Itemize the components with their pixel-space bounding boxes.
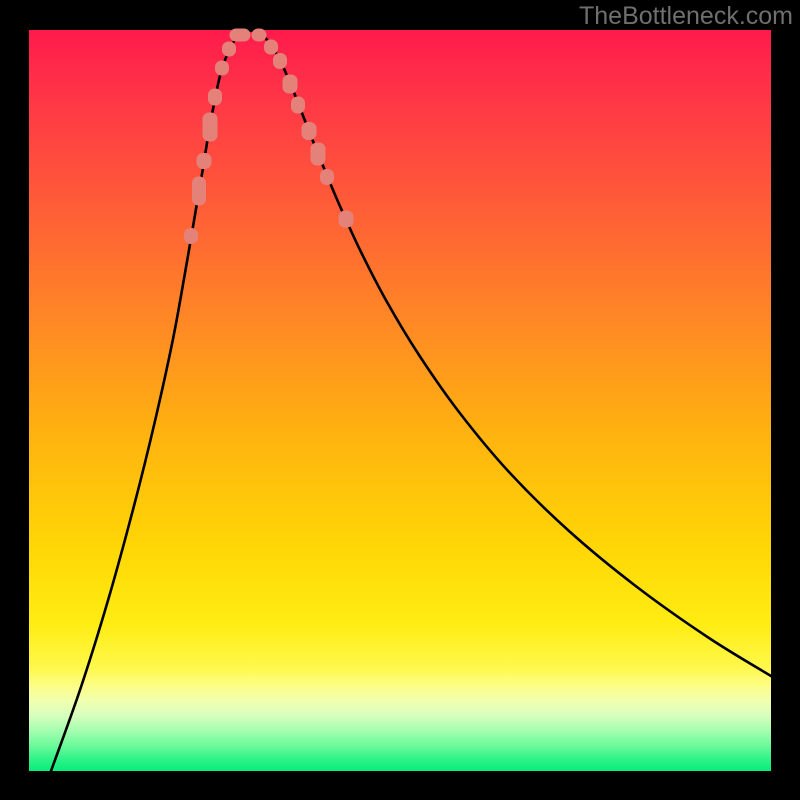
bottleneck-curve bbox=[51, 31, 771, 771]
curve-marker bbox=[209, 89, 222, 105]
curve-marker bbox=[274, 54, 287, 69]
curve-marker bbox=[265, 40, 278, 54]
curve-marker bbox=[197, 154, 211, 169]
curve-marker bbox=[292, 97, 305, 113]
curve-marker bbox=[203, 113, 217, 141]
watermark-text: TheBottleneck.com bbox=[579, 2, 793, 31]
curve-svg bbox=[29, 30, 771, 771]
curve-marker bbox=[283, 75, 297, 93]
curve-marker bbox=[339, 211, 353, 227]
curve-marker bbox=[252, 29, 266, 41]
curve-marker bbox=[311, 143, 325, 165]
curve-marker bbox=[216, 61, 229, 75]
curve-marker bbox=[230, 29, 250, 41]
curve-marker bbox=[302, 123, 316, 140]
curve-marker bbox=[185, 229, 198, 244]
curve-marker bbox=[223, 42, 236, 56]
plot-area bbox=[29, 30, 771, 771]
curve-marker bbox=[193, 177, 206, 205]
curve-marker bbox=[321, 170, 334, 185]
figure-root: TheBottleneck.com bbox=[0, 0, 800, 800]
